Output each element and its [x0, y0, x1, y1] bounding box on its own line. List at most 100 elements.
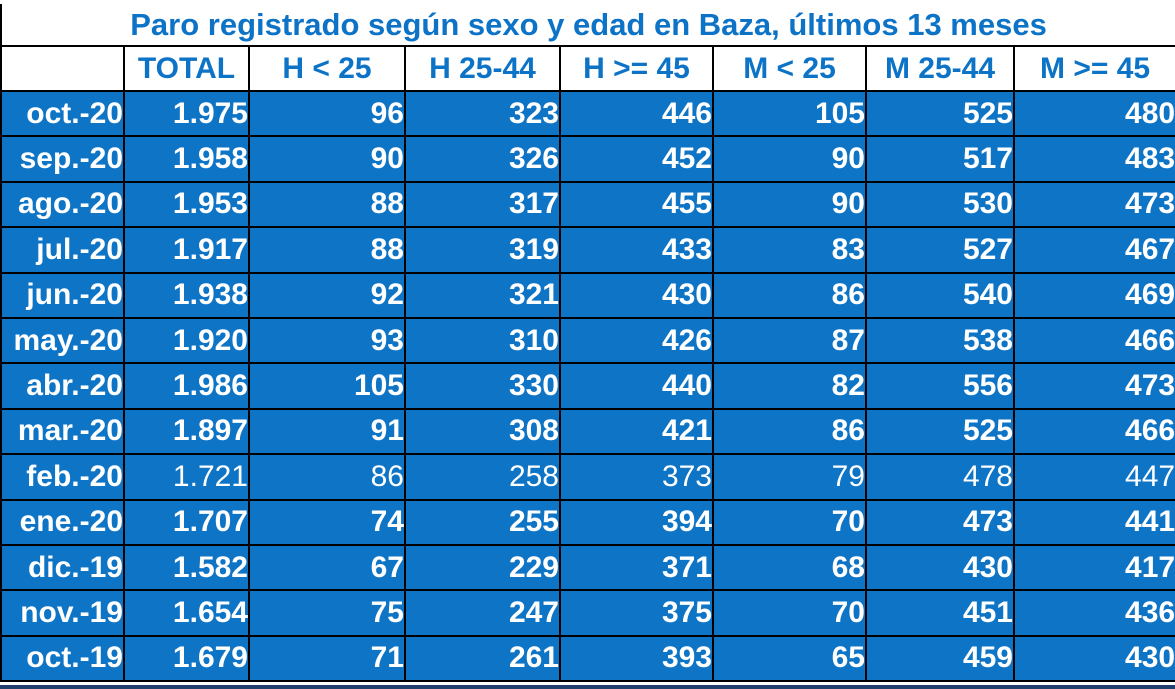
- column-header: H < 25: [248, 45, 406, 92]
- table-row: ene.-20 1.707 74 255 394 70 473 441: [0, 498, 1175, 546]
- data-cell: 326: [404, 135, 561, 183]
- data-cell: 1.721: [123, 453, 250, 501]
- data-cell: 86: [248, 453, 406, 501]
- data-cell: 417: [1012, 543, 1175, 592]
- data-cell: 1.938: [123, 271, 250, 319]
- data-cell: 83: [712, 226, 867, 274]
- data-cell: 430: [1012, 634, 1175, 683]
- data-cell: 538: [865, 316, 1015, 365]
- data-cell: 88: [248, 226, 406, 274]
- month-label: mar.-20: [0, 407, 125, 456]
- data-cell: 86: [712, 271, 867, 319]
- data-cell: 451: [865, 589, 1015, 637]
- table-row: oct.-19 1.679 71 261 393 65 459 430: [0, 634, 1175, 683]
- data-cell: 1.975: [123, 89, 250, 138]
- data-cell: 70: [712, 498, 867, 546]
- data-cell: 455: [559, 180, 714, 229]
- column-header: M 25-44: [865, 45, 1015, 92]
- data-cell: 90: [712, 135, 867, 183]
- month-label: sep.-20: [0, 135, 125, 183]
- data-cell: 91: [248, 407, 406, 456]
- column-header: H >= 45: [559, 45, 714, 92]
- data-cell: 105: [712, 89, 867, 138]
- data-cell: 255: [404, 498, 561, 546]
- table-row: nov.-19 1.654 75 247 375 70 451 436: [0, 589, 1175, 637]
- data-cell: 1.953: [123, 180, 250, 229]
- data-cell: 441: [1012, 498, 1175, 546]
- data-cell: 527: [865, 226, 1015, 274]
- table-row: mar.-20 1.897 91 308 421 86 525 466: [0, 407, 1175, 456]
- data-cell: 87: [712, 316, 867, 365]
- data-cell: 105: [248, 362, 406, 410]
- header-row: TOTAL H < 25 H 25-44 H >= 45 M < 25 M 25-44 M …: [0, 45, 1175, 92]
- data-cell: 459: [865, 634, 1015, 683]
- data-cell: 430: [559, 271, 714, 319]
- data-cell: 1.897: [123, 407, 250, 456]
- data-cell: 330: [404, 362, 561, 410]
- data-cell: 373: [559, 453, 714, 501]
- month-label: feb.-20: [0, 453, 125, 501]
- data-cell: 317: [404, 180, 561, 229]
- data-cell: 74: [248, 498, 406, 546]
- data-cell: 394: [559, 498, 714, 546]
- data-cell: 68: [712, 543, 867, 592]
- column-header: H 25-44: [404, 45, 561, 92]
- data-cell: 1.958: [123, 135, 250, 183]
- data-cell: 67: [248, 543, 406, 592]
- paro-table: Paro registrado según sexo y edad en Baz…: [0, 4, 1175, 683]
- month-label: ago.-20: [0, 180, 125, 229]
- data-cell: 75: [248, 589, 406, 637]
- month-label: abr.-20: [0, 362, 125, 410]
- data-cell: 375: [559, 589, 714, 637]
- data-cell: 436: [1012, 589, 1175, 637]
- column-header: M < 25: [712, 45, 867, 92]
- data-cell: 1.582: [123, 543, 250, 592]
- table-row: feb.-20 1.721 86 258 373 79 478 447: [0, 453, 1175, 501]
- table-row: jul.-20 1.917 88 319 433 83 527 467: [0, 226, 1175, 274]
- data-cell: 1.654: [123, 589, 250, 637]
- data-cell: 229: [404, 543, 561, 592]
- column-header: TOTAL: [123, 45, 250, 92]
- data-cell: 70: [712, 589, 867, 637]
- data-cell: 446: [559, 89, 714, 138]
- data-cell: 525: [865, 89, 1015, 138]
- data-cell: 540: [865, 271, 1015, 319]
- table-row: dic.-19 1.582 67 229 371 68 430 417: [0, 543, 1175, 592]
- data-cell: 319: [404, 226, 561, 274]
- data-cell: 96: [248, 89, 406, 138]
- data-cell: 473: [865, 498, 1015, 546]
- data-cell: 452: [559, 135, 714, 183]
- data-cell: 371: [559, 543, 714, 592]
- data-cell: 426: [559, 316, 714, 365]
- data-cell: 90: [712, 180, 867, 229]
- data-cell: 261: [404, 634, 561, 683]
- data-cell: 556: [865, 362, 1015, 410]
- month-label: nov.-19: [0, 589, 125, 637]
- table-row: ago.-20 1.953 88 317 455 90 530 473: [0, 180, 1175, 229]
- corner-cell: [0, 45, 125, 92]
- data-cell: 433: [559, 226, 714, 274]
- data-cell: 258: [404, 453, 561, 501]
- data-cell: 478: [865, 453, 1015, 501]
- data-cell: 467: [1012, 226, 1175, 274]
- table-row: jun.-20 1.938 92 321 430 86 540 469: [0, 271, 1175, 319]
- data-cell: 473: [1012, 180, 1175, 229]
- data-cell: 393: [559, 634, 714, 683]
- data-cell: 71: [248, 634, 406, 683]
- data-cell: 473: [1012, 362, 1175, 410]
- title-row: Paro registrado según sexo y edad en Baz…: [0, 4, 1175, 47]
- data-cell: 530: [865, 180, 1015, 229]
- data-cell: 480: [1012, 89, 1175, 138]
- data-cell: 1.920: [123, 316, 250, 365]
- data-cell: 65: [712, 634, 867, 683]
- data-cell: 517: [865, 135, 1015, 183]
- data-cell: 440: [559, 362, 714, 410]
- data-cell: 1.917: [123, 226, 250, 274]
- data-cell: 310: [404, 316, 561, 365]
- data-cell: 86: [712, 407, 867, 456]
- data-cell: 466: [1012, 407, 1175, 456]
- next-row-edge-strip: [0, 685, 1175, 689]
- data-cell: 483: [1012, 135, 1175, 183]
- data-cell: 430: [865, 543, 1015, 592]
- table-row: abr.-20 1.986 105 330 440 82 556 473: [0, 362, 1175, 410]
